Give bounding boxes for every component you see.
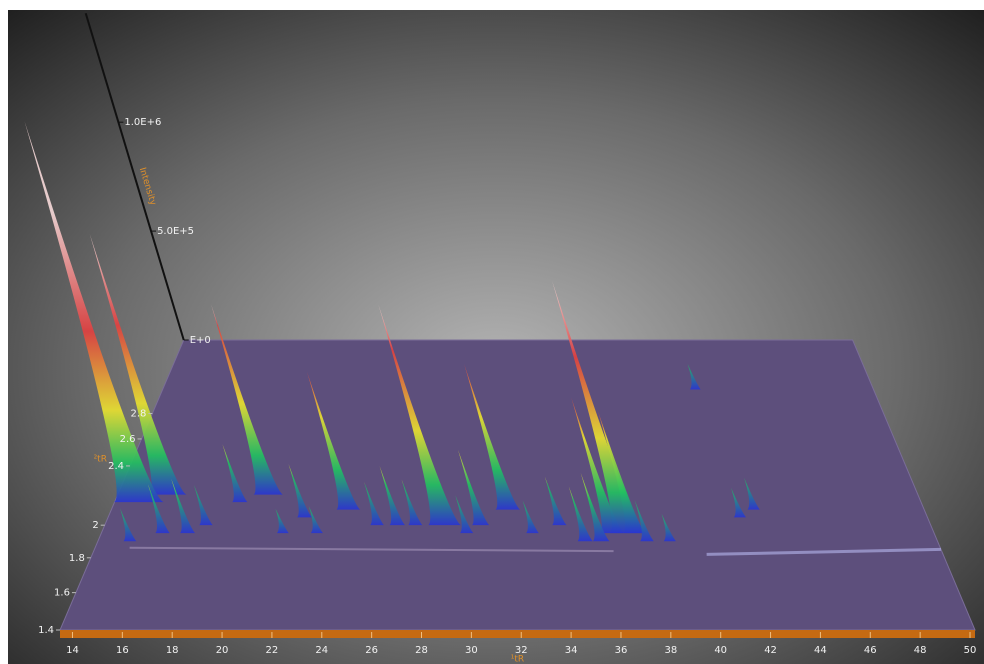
x-tick-label: 50 — [964, 645, 977, 656]
x-tick-label: 22 — [266, 645, 279, 656]
y-tick-label: 2.6 — [120, 434, 136, 445]
x-axis-label: ¹tR — [511, 655, 524, 664]
y-axis-label: ²tR — [94, 455, 107, 465]
z-tick-label: 5.0E+5 — [157, 226, 194, 237]
x-tick-label: 30 — [465, 645, 478, 656]
x-tick-label: 40 — [714, 645, 727, 656]
x-tick-label: 34 — [565, 645, 578, 656]
x-tick-label: 20 — [216, 645, 229, 656]
floor-group — [60, 340, 975, 638]
x-tick-label: 28 — [415, 645, 428, 656]
x-tick-label: 46 — [864, 645, 877, 656]
x-tick-label: 36 — [615, 645, 628, 656]
front-face — [60, 630, 975, 638]
y-tick-label: 2.8 — [130, 408, 146, 419]
y-tick-label: 1.8 — [69, 553, 85, 564]
y-tick-label: 2.4 — [108, 461, 124, 472]
chart: 141618202224262830323436384042444648501.… — [0, 0, 984, 664]
y-tick-label: 1.4 — [38, 625, 54, 636]
y-tick-label: 2 — [92, 520, 98, 531]
y-tick-label: 1.6 — [54, 588, 70, 599]
floor-plane — [60, 340, 975, 630]
x-tick-label: 42 — [764, 645, 777, 656]
x-tick-label: 44 — [814, 645, 827, 656]
x-tick-label: 38 — [664, 645, 677, 656]
z-tick-label: E+0 — [190, 335, 211, 346]
x-tick-label: 16 — [116, 645, 129, 656]
x-tick-label: 24 — [315, 645, 328, 656]
z-tick-label: 1.0E+6 — [124, 117, 161, 128]
x-tick-label: 26 — [365, 645, 378, 656]
x-tick-label: 18 — [166, 645, 179, 656]
x-tick-label: 48 — [914, 645, 927, 656]
x-tick-label: 14 — [66, 645, 79, 656]
